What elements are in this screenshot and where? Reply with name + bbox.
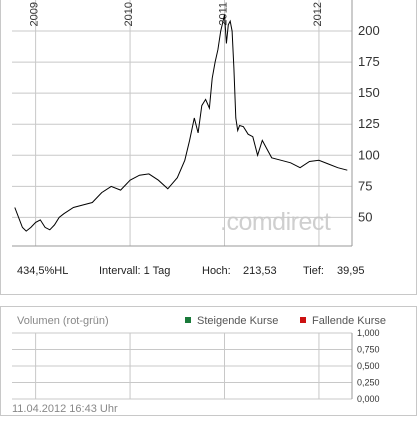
year-label-2011: 2011 xyxy=(218,2,230,26)
year-label-2009: 2009 xyxy=(29,2,41,26)
y-tick-label-100: 100 xyxy=(358,147,380,162)
vol-y-tick-label-0,250: 0,250 xyxy=(357,378,380,388)
low-label: Tief: xyxy=(303,265,324,277)
legend-rising-swatch xyxy=(185,317,191,323)
interval-label: Intervall: 1 Tag xyxy=(99,265,171,277)
vol-y-tick-label-0,000: 0,000 xyxy=(357,394,380,404)
price-chart: 200 175 150 125 100 75 50 2009 2010 2011 2012 xyxy=(12,0,380,247)
volume-chart-panel xyxy=(0,306,417,416)
high-value: 213,53 xyxy=(243,265,277,277)
low-value: 39,95 xyxy=(337,265,365,277)
comdirect-watermark: .comdirect xyxy=(220,208,331,236)
y-tick-label-75: 75 xyxy=(358,178,372,193)
year-label-2012: 2012 xyxy=(312,2,324,26)
legend-rising-label: Steigende Kurse xyxy=(197,315,279,327)
legend-falling: Fallende Kurse xyxy=(300,315,386,327)
volume-title: Volumen (rot-grün) xyxy=(17,315,109,327)
legend-falling-swatch xyxy=(300,317,306,323)
price-line xyxy=(14,14,348,232)
y-tick-label-125: 125 xyxy=(358,116,380,131)
vol-y-tick-label-1,000: 1,000 xyxy=(357,328,380,338)
performance-value: 434,5%HL xyxy=(17,265,69,277)
y-tick-label-175: 175 xyxy=(358,54,380,69)
legend-rising: Steigende Kurse xyxy=(185,315,278,327)
high-label: Hoch: xyxy=(202,265,231,277)
y-tick-label-150: 150 xyxy=(358,85,380,100)
timestamp: 11.04.2012 16:43 Uhr xyxy=(12,403,118,415)
legend-falling-label: Fallende Kurse xyxy=(312,315,386,327)
vol-y-tick-label-0,500: 0,500 xyxy=(357,361,380,371)
y-tick-label-50: 50 xyxy=(358,209,372,224)
year-label-2010: 2010 xyxy=(123,2,135,26)
vol-y-tick-label-0,750: 0,750 xyxy=(357,345,380,355)
y-tick-label-200: 200 xyxy=(358,23,380,38)
